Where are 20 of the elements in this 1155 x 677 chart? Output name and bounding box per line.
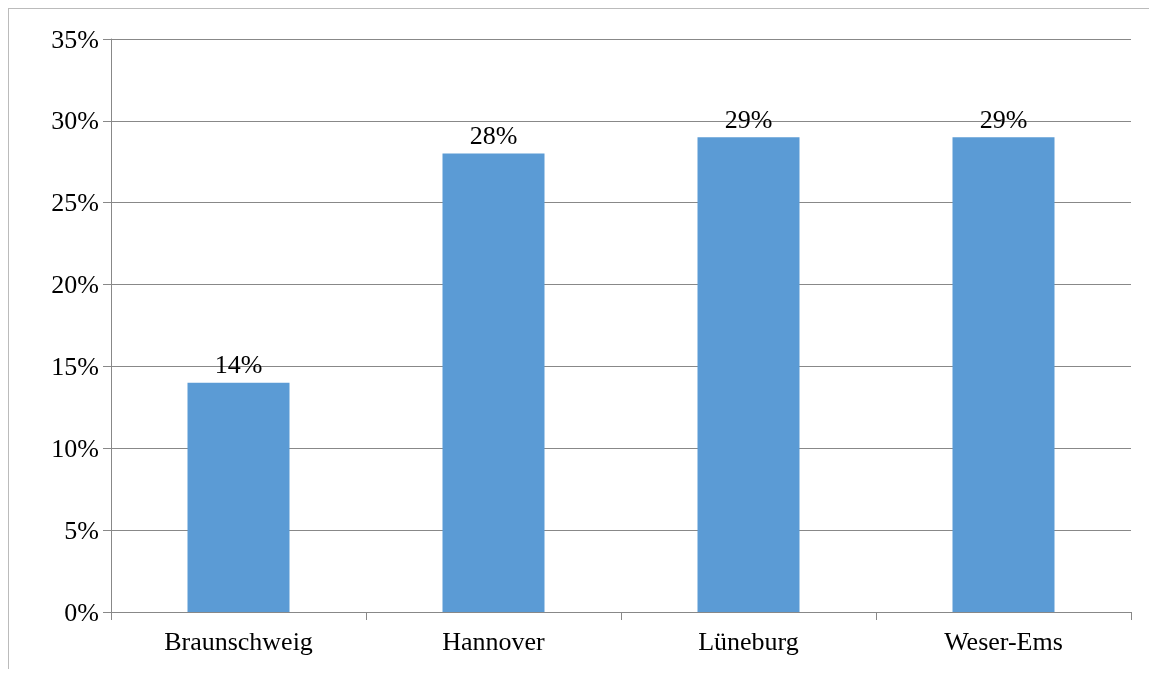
- y-tick-label: 15%: [51, 351, 99, 381]
- y-tick-label: 20%: [51, 270, 99, 300]
- bar: [952, 137, 1055, 612]
- bar: [187, 382, 290, 612]
- x-tick-label: Lüneburg: [698, 626, 799, 656]
- y-tick-label: 10%: [51, 433, 99, 463]
- bar: [697, 137, 800, 612]
- data-label: 14%: [214, 350, 263, 380]
- y-tick-label: 30%: [51, 106, 99, 136]
- x-tick-label: Hannover: [442, 626, 546, 656]
- data-label: 29%: [979, 104, 1028, 134]
- x-tick-label: Weser-Ems: [944, 626, 1063, 656]
- y-tick-label: 25%: [51, 188, 99, 218]
- data-label: 28%: [469, 121, 518, 151]
- y-tick-label: 5%: [64, 515, 99, 545]
- bar: [442, 153, 545, 612]
- y-tick-label: 0%: [64, 597, 99, 627]
- y-tick-label: 35%: [51, 24, 99, 54]
- data-label: 29%: [724, 104, 773, 134]
- x-tick-label: Braunschweig: [164, 626, 313, 656]
